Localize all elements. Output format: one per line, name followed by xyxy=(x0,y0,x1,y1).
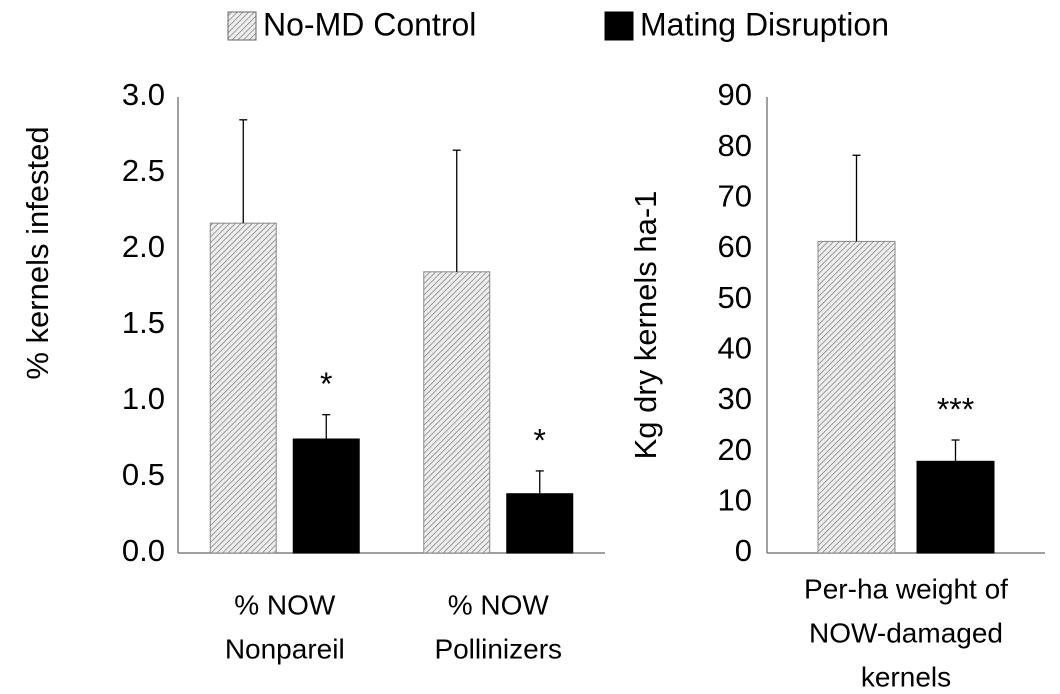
y-tick-label: 0.5 xyxy=(122,457,165,492)
y-tick-label: 10 xyxy=(718,483,752,518)
legend-swatch xyxy=(227,11,257,41)
y-tick-label: 50 xyxy=(718,280,752,315)
y-tick-label: 30 xyxy=(718,381,752,416)
bar xyxy=(423,271,491,554)
y-tick-label: 2.5 xyxy=(122,153,165,188)
bar xyxy=(506,493,574,554)
x-tick-label: kernels xyxy=(861,661,951,692)
legend-swatch xyxy=(604,11,634,41)
y-tick-label: 3.0 xyxy=(122,77,165,112)
significance-label: * xyxy=(534,422,546,458)
x-tick-label: NOW-damaged xyxy=(809,617,1003,648)
y-axis-title: Kg dry kernels ha-1 xyxy=(628,191,663,460)
y-tick-label: 1.0 xyxy=(122,381,165,416)
legend-label: Mating Disruption xyxy=(640,6,889,42)
y-tick-label: 20 xyxy=(718,432,752,467)
y-tick-label: 1.5 xyxy=(122,305,165,340)
y-tick-label: 80 xyxy=(718,128,752,163)
x-tick-label: % NOW xyxy=(448,589,550,620)
x-tick-label: Nonpareil xyxy=(225,633,345,664)
y-axis-title: % kernels infested xyxy=(20,126,55,379)
significance-label: *** xyxy=(937,391,974,427)
bar xyxy=(209,222,277,554)
bar xyxy=(817,240,896,554)
y-tick-label: 0.0 xyxy=(122,533,165,568)
y-tick-label: 40 xyxy=(718,331,752,366)
bar xyxy=(916,460,995,554)
x-tick-label: % NOW xyxy=(234,589,336,620)
y-tick-label: 70 xyxy=(718,179,752,214)
y-tick-label: 90 xyxy=(718,77,752,112)
x-tick-label: Pollinizers xyxy=(434,633,562,664)
legend-label: No-MD Control xyxy=(263,6,476,42)
y-tick-label: 2.0 xyxy=(122,229,165,264)
y-tick-label: 60 xyxy=(718,229,752,264)
x-tick-label: Per-ha weight of xyxy=(804,573,1008,604)
y-tick-label: 0 xyxy=(735,533,752,568)
bar xyxy=(292,438,360,554)
significance-label: * xyxy=(320,366,332,402)
